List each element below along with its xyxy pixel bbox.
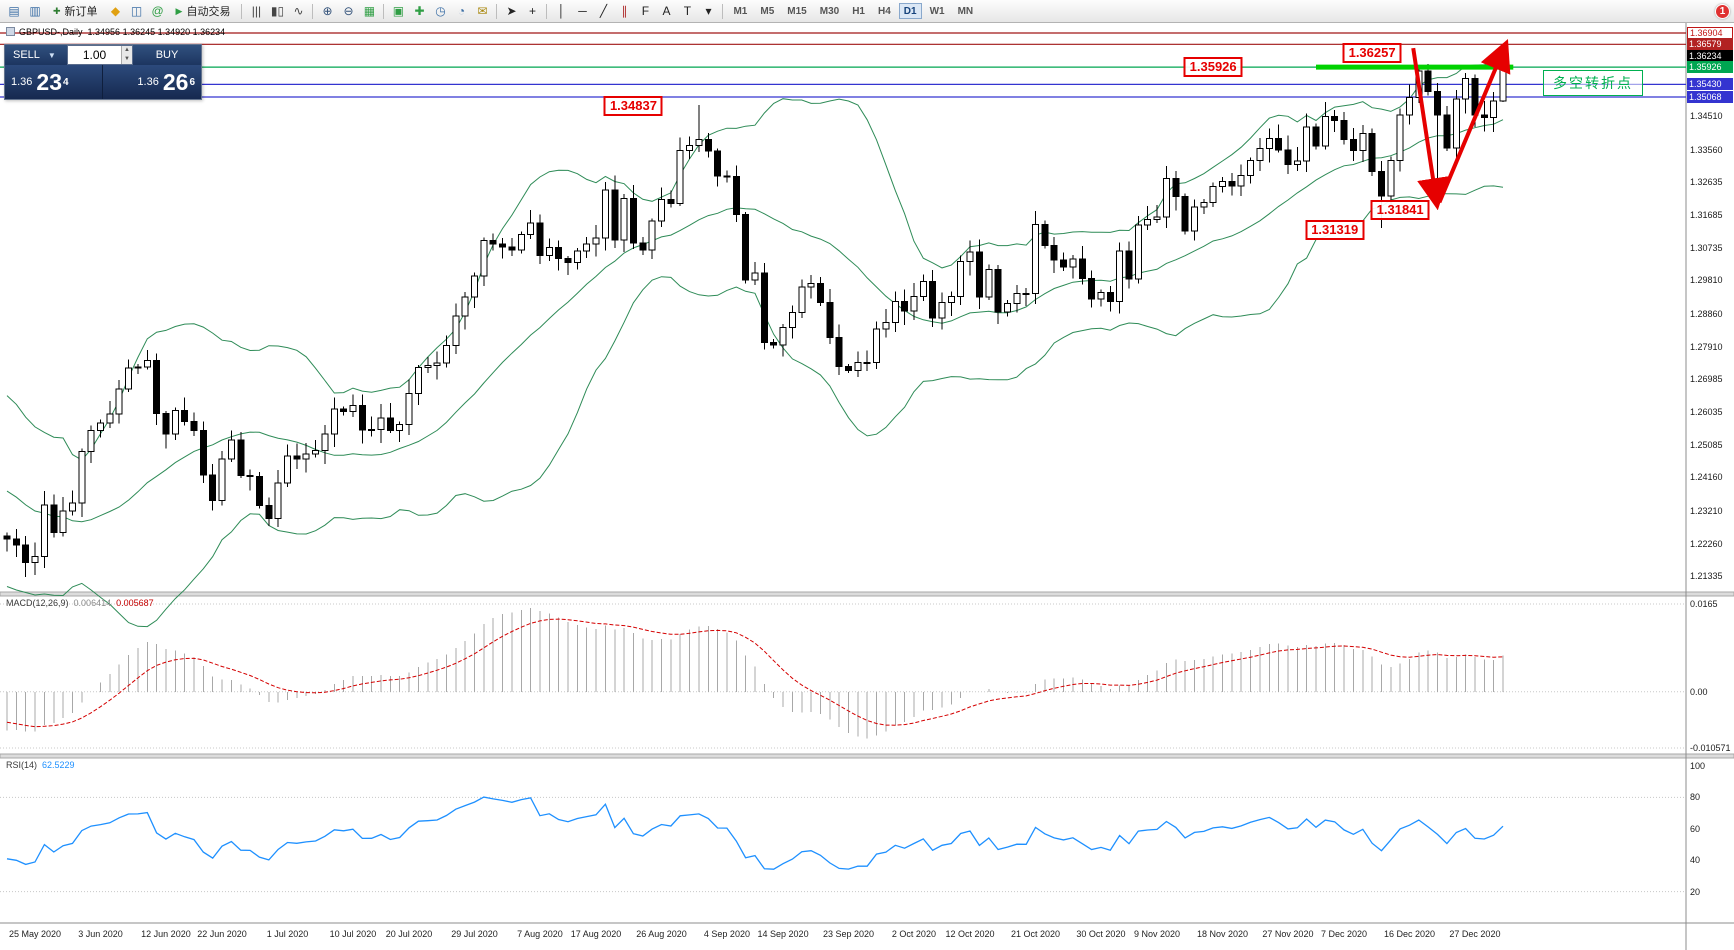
channel-icon[interactable]: ∥	[621, 4, 628, 18]
volume-input[interactable]: 1.00 ▲ ▼	[67, 45, 133, 65]
period-sync-icon[interactable]: ◷	[435, 4, 446, 18]
fibonacci-icon[interactable]: F	[641, 4, 650, 18]
buy-price-big: 26	[162, 69, 189, 95]
macd-signal-line	[6, 618, 1504, 728]
autotrading-icon: ▶	[175, 5, 183, 16]
candles-series	[3, 55, 1507, 577]
candlestick-chart-icon[interactable]: ▮▯	[270, 4, 285, 18]
main-toolbar: ▤ ▥ ✚ 新订单 ◆ ◫ @ ▶ 自动交易 ||| ▮▯ ∿ ⊕ ⊖ ▦ ▣ ✚ ◷ ◔ ✉ ➤ + │ ─ ╱ ∥ F A T ▾ M1…	[0, 0, 1734, 23]
one-click-trading-panel: SELL ▼ 1.00 ▲ ▼ BUY 1.36 23 4 1.36 26 6	[4, 44, 202, 100]
sell-price-small: 1.36	[11, 76, 33, 88]
step-down-icon[interactable]: ▼	[122, 55, 132, 64]
bollinger-bands	[6, 51, 1504, 628]
mail-icon[interactable]: ✉	[477, 4, 488, 18]
step-up-icon[interactable]: ▲	[122, 46, 132, 55]
arrange-windows-icon[interactable]: ▣	[392, 4, 405, 18]
crosshair-icon[interactable]: +	[528, 4, 536, 18]
autotrading-button-label: 自动交易	[186, 6, 231, 18]
new-order-icon: ✚	[53, 5, 61, 16]
chart-profiles-icon[interactable]: ▥	[29, 4, 41, 18]
sell-button[interactable]: SELL ▼	[5, 45, 67, 65]
rsi-line	[6, 796, 1504, 870]
timeframe-mn[interactable]: MN	[957, 6, 974, 17]
buy-price-button[interactable]: 1.36 26 6	[103, 65, 201, 99]
sell-price-sup: 4	[63, 76, 69, 88]
notification-badge[interactable]: 1	[1715, 3, 1730, 19]
data-window-icon[interactable]: ◫	[130, 4, 143, 18]
zoom-out-icon[interactable]: ⊖	[343, 4, 354, 18]
market-watch-icon[interactable]: ◆	[110, 4, 121, 18]
cursor-icon[interactable]: ➤	[506, 4, 517, 18]
vertical-line-icon[interactable]: │	[557, 4, 566, 18]
sell-label: SELL	[13, 49, 40, 61]
autotrading-button[interactable]: ▶ 自动交易	[169, 2, 238, 20]
history-icon[interactable]: ◔	[457, 4, 466, 18]
line-chart-icon[interactable]: ∿	[293, 4, 304, 18]
horizontal-line-icon[interactable]: ─	[578, 4, 587, 18]
toolbar-separator	[546, 3, 548, 19]
tile-windows-icon[interactable]: ▦	[363, 4, 376, 18]
timeframe-m1[interactable]: M1	[733, 6, 748, 17]
timeframe-h1[interactable]: H1	[852, 6, 865, 17]
buy-price-sup: 6	[189, 76, 195, 88]
volume-value: 1.00	[82, 48, 107, 62]
trendline-icon[interactable]: ╱	[599, 4, 608, 18]
new-chart-icon[interactable]: ▤	[8, 4, 20, 18]
toolbar-separator	[722, 3, 724, 19]
sell-price-big: 23	[36, 69, 63, 95]
toolbar-separator	[241, 3, 243, 19]
sell-price-button[interactable]: 1.36 23 4	[5, 65, 103, 99]
buy-label: BUY	[155, 49, 179, 61]
new-window-icon[interactable]: ✚	[414, 4, 425, 18]
timeframe-m30[interactable]: M30	[819, 6, 840, 17]
label-icon[interactable]: T	[683, 4, 692, 18]
timeframe-d1[interactable]: D1	[898, 3, 922, 19]
timeframe-m5[interactable]: M5	[760, 6, 775, 17]
text-icon[interactable]: A	[662, 4, 671, 18]
toolbar-separator	[383, 3, 385, 19]
new-order-button-label: 新订单	[64, 6, 98, 18]
arrow-objects	[1411, 39, 1511, 211]
chevron-down-icon[interactable]: ▼	[47, 50, 56, 60]
shapes-dropdown-icon[interactable]: ▾	[705, 4, 712, 18]
timeframe-m15[interactable]: M15	[787, 6, 807, 17]
timeframe-h4[interactable]: H4	[877, 6, 891, 17]
macd-histogram	[6, 607, 1504, 739]
volume-stepper[interactable]: ▲ ▼	[121, 46, 132, 64]
zoom-in-icon[interactable]: ⊕	[322, 4, 333, 18]
toolbar-separator	[312, 3, 314, 19]
toolbar-separator	[496, 3, 498, 19]
navigator-icon[interactable]: @	[151, 4, 164, 18]
buy-price-small: 1.36	[137, 76, 159, 88]
timeframe-w1[interactable]: W1	[929, 6, 945, 17]
new-order-button[interactable]: ✚ 新订单	[46, 2, 105, 20]
bar-chart-icon[interactable]: |||	[251, 4, 262, 18]
buy-button[interactable]: BUY	[133, 45, 201, 65]
